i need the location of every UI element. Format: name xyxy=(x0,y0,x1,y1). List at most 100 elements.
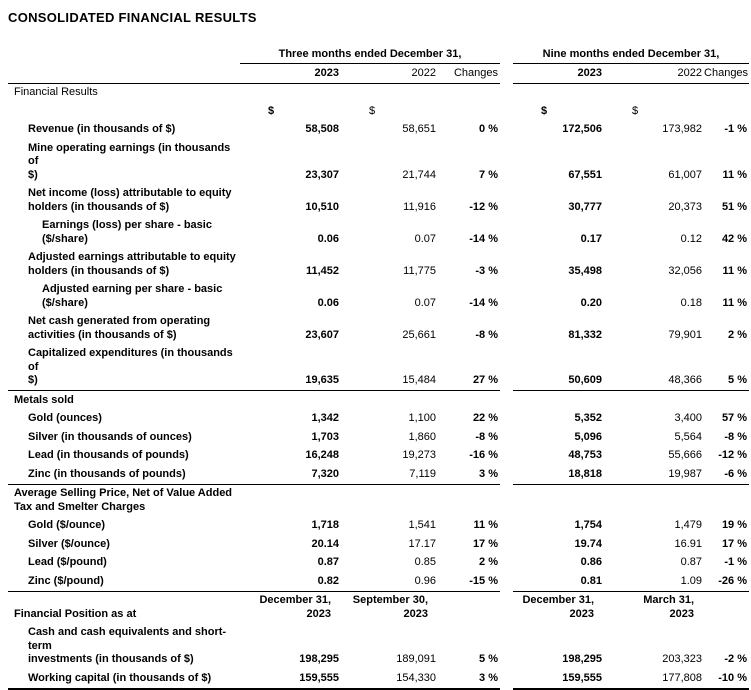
value-cell: 11,916 xyxy=(403,200,436,213)
table-row: Silver (in thousands of ounces) 1,703 1,… xyxy=(8,428,749,447)
section-header-financial-results: Financial Results xyxy=(14,86,98,98)
value-cell: 7,119 xyxy=(341,465,438,485)
group-header-three-months: Three months ended December 31, xyxy=(240,45,501,64)
empty-cell xyxy=(704,391,749,410)
column-gap xyxy=(500,217,513,249)
value-cell: 2 % xyxy=(728,328,748,341)
column-gap xyxy=(500,313,513,345)
value-cell: 81,332 xyxy=(568,328,603,341)
value-cell: 159,555 xyxy=(240,669,341,690)
empty-cell xyxy=(604,391,704,410)
table-row: Lead ($/pound) 0.87 0.85 2 % 0.86 0.87 -… xyxy=(8,554,749,573)
column-gap xyxy=(500,447,513,466)
value-cell: 1,754 xyxy=(574,519,603,531)
column-gap xyxy=(500,428,513,447)
table-row: Silver ($/ounce) 20.14 17.17 17 % 19.74 … xyxy=(8,535,749,554)
table-row: Earnings (loss) per share - basic ($/sha… xyxy=(8,217,749,249)
table-row: Revenue (in thousands of $) 58,508 58,65… xyxy=(8,121,749,140)
row-label: Lead ($/pound) xyxy=(28,556,107,568)
value-cell: -8 % xyxy=(724,430,748,443)
value-cell: 15,484 xyxy=(341,344,438,391)
currency-symbol: $ xyxy=(632,104,639,117)
empty-cell xyxy=(604,484,704,517)
table-row: Working capital (in thousands of $) 159,… xyxy=(8,669,750,690)
value-cell: -14 % xyxy=(469,232,499,245)
value-cell: 7 % xyxy=(479,168,499,181)
value-cell: 0.81 xyxy=(513,572,605,592)
empty-cell xyxy=(341,83,438,102)
value-cell: 2 % xyxy=(479,556,499,568)
date-header: December 31, 2023 xyxy=(259,594,331,620)
empty-cell xyxy=(513,83,604,102)
value-cell: 7,320 xyxy=(240,465,341,485)
value-cell: 0.86 xyxy=(580,556,603,568)
table-row: Zinc ($/pound) 0.82 0.96 -15 % 0.81 1.09… xyxy=(8,572,750,592)
value-cell: 18,818 xyxy=(513,465,605,485)
value-cell: 0.18 xyxy=(680,296,703,309)
value-cell: 5 % xyxy=(479,653,499,665)
column-gap xyxy=(500,121,513,140)
empty-cell xyxy=(240,391,341,410)
value-cell: 154,330 xyxy=(341,669,438,690)
value-cell: 57 % xyxy=(721,412,748,424)
column-gap xyxy=(500,185,513,217)
value-cell: 1,703 xyxy=(311,430,339,443)
value-cell: 0.96 xyxy=(341,572,438,592)
empty-cell xyxy=(704,591,749,624)
empty-cell xyxy=(8,63,240,84)
value-cell: 79,901 xyxy=(668,328,703,341)
financial-results-table: Three months ended December 31, Nine mon… xyxy=(8,45,750,690)
value-cell: 1,100 xyxy=(408,412,436,424)
value-cell: -12 % xyxy=(469,200,499,213)
row-label: Earnings (loss) per share - basic ($/sha… xyxy=(42,219,212,245)
column-gap xyxy=(500,669,513,689)
value-cell: 17 % xyxy=(721,537,748,550)
value-cell: 21,744 xyxy=(402,168,436,181)
column-gap xyxy=(500,554,513,573)
column-gap xyxy=(500,45,513,64)
empty-cell xyxy=(240,83,341,102)
value-cell: 0.20 xyxy=(580,296,603,309)
value-cell: 19.74 xyxy=(574,537,603,550)
value-cell: 16.91 xyxy=(674,537,703,550)
row-label: Zinc (in thousands of pounds) xyxy=(8,465,240,485)
value-cell: 0.06 xyxy=(317,232,339,245)
empty-cell xyxy=(341,391,438,410)
column-gap xyxy=(500,484,513,517)
empty-cell xyxy=(438,391,500,410)
value-cell: 19,273 xyxy=(402,449,436,461)
value-cell: -1 % xyxy=(724,123,748,135)
value-cell: 11,452 xyxy=(305,264,339,277)
table-row: Financial Position as at December 31, 20… xyxy=(8,591,749,624)
value-cell: 1.09 xyxy=(604,572,705,592)
date-header: December 31, 2023 xyxy=(522,594,595,620)
empty-cell xyxy=(8,45,240,64)
empty-cell xyxy=(240,484,341,517)
empty-cell xyxy=(438,102,500,121)
value-cell: -14 % xyxy=(469,296,499,309)
value-cell: -3 % xyxy=(475,264,499,277)
date-header: March 31, 2023 xyxy=(643,594,695,620)
col-header-2023: 2023 xyxy=(240,63,341,84)
empty-cell xyxy=(704,83,749,102)
value-cell: -1 % xyxy=(724,556,748,568)
value-cell: 0.87 xyxy=(317,556,339,568)
table-row: $ $ $ $ xyxy=(8,102,749,121)
column-gap xyxy=(500,572,513,591)
value-cell: 1,541 xyxy=(408,519,436,531)
empty-cell xyxy=(604,83,704,102)
table-row: 2023 2022 Changes 2023 2022 Changes xyxy=(8,63,750,84)
col-header-2022: 2022 xyxy=(341,63,438,84)
value-cell: 48,753 xyxy=(568,449,603,461)
value-cell: 16,248 xyxy=(305,449,339,461)
column-gap xyxy=(500,391,513,410)
row-label: Mine operating earnings (in thousands of… xyxy=(28,141,231,181)
column-gap xyxy=(500,591,513,624)
row-label: Revenue (in thousands of $) xyxy=(28,123,176,135)
value-cell: 42 % xyxy=(721,232,748,245)
value-cell: 11,775 xyxy=(403,264,436,277)
col-header-changes: Changes xyxy=(438,63,501,84)
value-cell: -15 % xyxy=(438,572,501,592)
value-cell: 23,307 xyxy=(305,168,339,181)
